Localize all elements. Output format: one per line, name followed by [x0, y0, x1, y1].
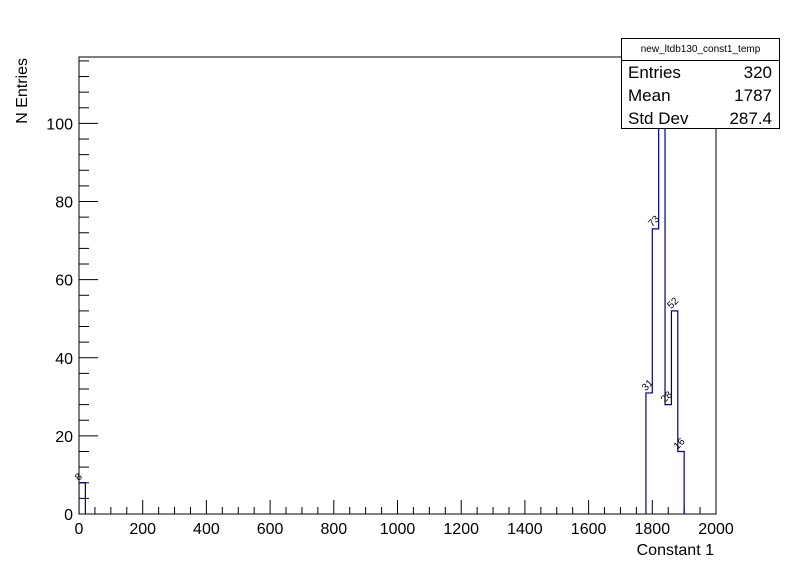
stats-value: 1787 — [734, 85, 772, 105]
bin-value-label: 31 — [640, 377, 656, 393]
histogram-bin — [652, 229, 658, 514]
y-tick-label: 20 — [55, 429, 73, 446]
x-tick-label: 0 — [75, 521, 84, 538]
x-tick-label: 1800 — [635, 521, 671, 538]
histogram-bin — [659, 77, 665, 514]
stats-value: 320 — [743, 62, 772, 82]
stats-row-stddev: Std Dev 287.4 — [622, 107, 779, 130]
stats-title: new_ltdb130_const1_temp — [622, 39, 779, 61]
stats-row-mean: Mean 1787 — [622, 84, 779, 107]
axis-ticks — [78, 60, 717, 515]
histogram-bin — [678, 452, 684, 514]
y-tick-label: 40 — [55, 351, 73, 368]
tick-labels: 0 200 400 600 800 1000 1200 1400 1600 1800 2000 0 20… — [46, 116, 734, 538]
y-tick-label: 60 — [55, 273, 73, 290]
x-tick-label: 1000 — [380, 521, 416, 538]
histogram-bin — [646, 393, 652, 514]
x-tick-label: 2000 — [698, 521, 734, 538]
y-axis-title: N Entries — [14, 58, 31, 124]
histogram-bin — [665, 405, 671, 514]
x-tick-label: 400 — [193, 521, 220, 538]
stats-label: Entries — [628, 62, 681, 82]
histogram-bin — [671, 311, 677, 514]
stats-label: Std Dev — [628, 108, 689, 128]
x-tick-label: 200 — [129, 521, 156, 538]
x-tick-label: 1400 — [507, 521, 543, 538]
stats-label: Mean — [628, 85, 671, 105]
x-tick-label: 600 — [257, 521, 284, 538]
y-tick-label: 100 — [46, 116, 73, 133]
stats-box: new_ltdb130_const1_temp Entries 320 Mean… — [621, 38, 780, 129]
bin-value-label: 16 — [672, 436, 688, 452]
histogram-outline — [79, 75, 685, 514]
x-tick-label: 1600 — [571, 521, 607, 538]
y-tick-label: 80 — [55, 195, 73, 212]
bin-value-label: 73 — [646, 213, 662, 229]
stats-value: 287.4 — [729, 108, 772, 128]
x-axis-title: Constant 1 — [637, 542, 714, 559]
bin-value-label: 28 — [659, 389, 675, 405]
x-tick-label: 800 — [320, 521, 347, 538]
stats-row-entries: Entries 320 — [622, 61, 779, 84]
y-tick-label: 0 — [64, 507, 73, 524]
x-tick-label: 1200 — [443, 521, 479, 538]
bin-value-label: 52 — [666, 295, 682, 311]
